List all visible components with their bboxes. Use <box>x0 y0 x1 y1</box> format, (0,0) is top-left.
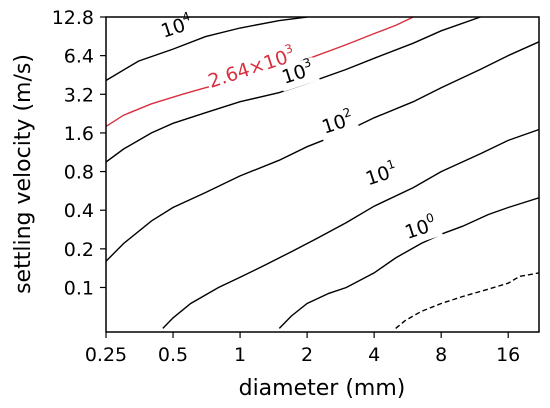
contour-line <box>106 17 308 82</box>
contour-line <box>278 197 539 329</box>
contour-label-bg <box>360 158 404 194</box>
y-tick-label: 0.1 <box>64 277 94 299</box>
contour-label: 101 <box>360 157 404 194</box>
contour-label: 100 <box>399 210 443 247</box>
contour-label-bg <box>399 212 443 247</box>
plot-frame <box>105 16 540 333</box>
y-tick-label: 1.6 <box>64 123 94 145</box>
x-tick-label: 1 <box>234 344 246 366</box>
x-tick-label: 0.5 <box>158 344 188 366</box>
contour-label-exponent: 3 <box>301 55 313 71</box>
y-tick-label: 0.2 <box>64 239 94 261</box>
x-axis-label: diameter (mm) <box>239 376 406 401</box>
y-tick-label: 3.2 <box>64 84 94 106</box>
contour-line <box>395 272 539 329</box>
y-axis-ticks: 0.1 0.2 0.4 0.8 1.6 3.2 6.4 12.8 <box>52 7 106 299</box>
contour-label-exponent: 3 <box>283 41 295 57</box>
contour-label-bg <box>316 106 360 142</box>
contour-label: 102 <box>316 105 360 142</box>
contour-label-exponent: 0 <box>424 210 436 226</box>
contour-label-bg <box>204 43 300 96</box>
y-tick-label: 0.8 <box>64 162 94 184</box>
x-tick-label: 0.25 <box>85 344 127 366</box>
contour-line <box>162 128 539 329</box>
contour-label-exponent: 1 <box>385 157 397 173</box>
contour-label-exponent: 2 <box>341 105 353 121</box>
contour-label: 103 <box>276 55 320 92</box>
x-tick-label: 8 <box>435 344 447 366</box>
y-axis-label: settling velocity (m/s) <box>11 54 36 294</box>
x-axis-ticks: 0.25 0.5 1 2 4 8 16 <box>85 332 520 366</box>
y-tick-label: 0.4 <box>64 200 94 222</box>
y-tick-label: 12.8 <box>52 7 94 29</box>
x-tick-label: 4 <box>368 344 380 366</box>
contour-lines <box>106 17 539 329</box>
x-tick-label: 2 <box>301 344 313 366</box>
contour-line <box>106 17 481 163</box>
contour-line <box>106 41 539 262</box>
contour-label-bg <box>276 57 320 92</box>
contour-label-bg <box>155 10 199 46</box>
x-tick-label: 16 <box>496 344 520 366</box>
y-tick-label: 6.4 <box>64 46 94 68</box>
contour-label: 104 <box>155 9 199 46</box>
